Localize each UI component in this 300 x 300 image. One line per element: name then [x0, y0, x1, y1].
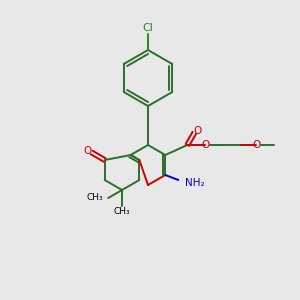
- Text: CH₃: CH₃: [86, 194, 103, 202]
- Text: O: O: [201, 140, 209, 150]
- Text: O: O: [84, 146, 92, 157]
- Text: NH₂: NH₂: [185, 178, 205, 188]
- Text: Cl: Cl: [142, 23, 153, 33]
- Text: O: O: [252, 140, 260, 150]
- Text: O: O: [193, 126, 201, 136]
- Text: CH₃: CH₃: [114, 206, 130, 215]
